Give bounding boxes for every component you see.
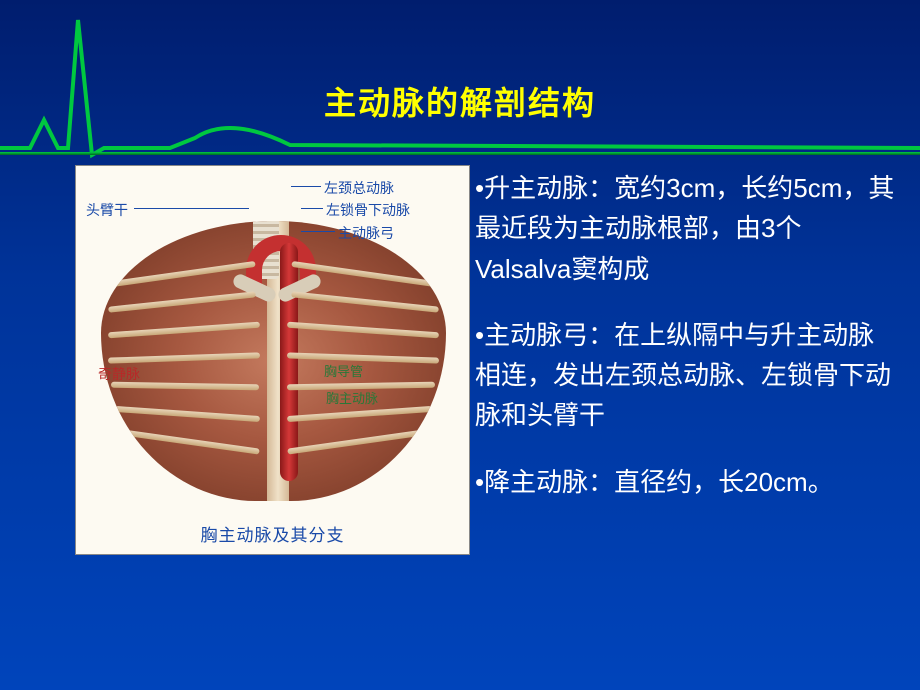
slide-content: 左颈总动脉 头臂干 左锁骨下动脉 主动脉弓 奇静脉 胸导管 胸主动脉 胸主动脉及… xyxy=(0,160,920,555)
anatomy-diagram: 左颈总动脉 头臂干 左锁骨下动脉 主动脉弓 奇静脉 胸导管 胸主动脉 胸主动脉及… xyxy=(75,165,470,555)
bullet-text: 主动脉弓：在上纵隔中与升主动脉相连，发出左颈总动脉、左锁骨下动脉和头臂干 xyxy=(475,320,891,431)
label-line xyxy=(134,208,249,209)
bullet-text: 降主动脉：直径约，长20cm。 xyxy=(484,467,834,497)
label-line xyxy=(301,231,335,232)
rib xyxy=(108,322,260,339)
rib xyxy=(288,430,425,455)
slide-header: 主动脉的解剖结构 xyxy=(0,0,920,155)
label-thoracic-duct: 胸导管 xyxy=(324,361,363,380)
rib xyxy=(287,353,439,364)
bullet-char: • xyxy=(475,173,484,203)
rib xyxy=(287,322,439,339)
label-azygos: 奇静脉 xyxy=(98,364,140,384)
rib xyxy=(115,406,260,422)
label-line xyxy=(291,186,321,187)
bullet-text: 升主动脉：宽约3cm，长约5cm，其最近段为主动脉根部，由3个Valsalva窦… xyxy=(475,173,894,284)
bullet-item: •主动脉弓：在上纵隔中与升主动脉相连，发出左颈总动脉、左锁骨下动脉和头臂干 xyxy=(475,315,895,436)
text-column: •升主动脉：宽约3cm，长约5cm，其最近段为主动脉根部，由3个Valsalva… xyxy=(475,160,920,555)
label-line xyxy=(301,208,323,209)
header-divider xyxy=(0,152,920,155)
label-left-subclavian: 左锁骨下动脉 xyxy=(326,200,410,220)
label-thoracic-aorta: 胸主动脉 xyxy=(326,388,378,407)
rib xyxy=(122,430,259,455)
thorax-shape xyxy=(101,221,446,501)
label-brachiocephalic: 头臂干 xyxy=(86,200,128,220)
diagram-column: 左颈总动脉 头臂干 左锁骨下动脉 主动脉弓 奇静脉 胸导管 胸主动脉 胸主动脉及… xyxy=(0,160,475,555)
rib xyxy=(108,353,260,364)
label-aortic-arch: 主动脉弓 xyxy=(338,223,394,243)
slide-title: 主动脉的解剖结构 xyxy=(324,78,596,124)
bullet-char: • xyxy=(475,320,484,350)
label-left-carotid: 左颈总动脉 xyxy=(324,178,394,198)
bullet-item: •升主动脉：宽约3cm，长约5cm，其最近段为主动脉根部，由3个Valsalva… xyxy=(475,168,895,289)
bullet-item: •降主动脉：直径约，长20cm。 xyxy=(475,462,895,502)
diagram-caption: 胸主动脉及其分支 xyxy=(201,521,345,546)
rib xyxy=(287,406,432,422)
bullet-char: • xyxy=(475,467,484,497)
